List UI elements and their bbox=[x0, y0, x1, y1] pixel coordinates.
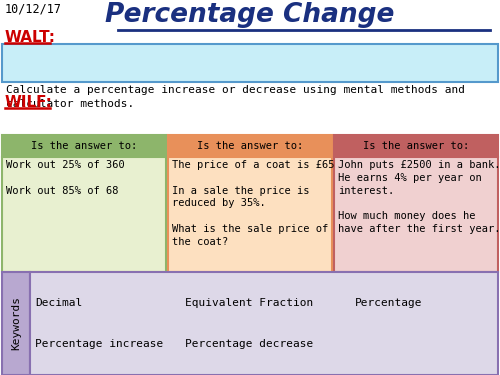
Text: Is the answer to:: Is the answer to: bbox=[363, 141, 469, 151]
Text: Percentage decrease: Percentage decrease bbox=[185, 339, 313, 349]
Text: 10/12/17: 10/12/17 bbox=[5, 2, 62, 15]
Text: Calculate a percentage increase or decrease using mental methods and
calculator : Calculate a percentage increase or decre… bbox=[6, 85, 465, 109]
Text: WALT:: WALT: bbox=[5, 30, 56, 45]
Text: Keywords: Keywords bbox=[11, 297, 21, 351]
FancyBboxPatch shape bbox=[334, 157, 498, 272]
FancyBboxPatch shape bbox=[2, 135, 166, 157]
Text: Is the answer to:: Is the answer to: bbox=[197, 141, 303, 151]
Text: Equivalent Fraction: Equivalent Fraction bbox=[185, 298, 313, 308]
Text: Percentage Change: Percentage Change bbox=[106, 2, 395, 28]
Text: WILF:: WILF: bbox=[5, 95, 53, 110]
FancyBboxPatch shape bbox=[2, 157, 166, 272]
Text: Percentage increase: Percentage increase bbox=[35, 339, 163, 349]
Text: John puts £2500 in a bank.
He earns 4% per year on
interest.

How much money doe: John puts £2500 in a bank. He earns 4% p… bbox=[338, 160, 500, 234]
FancyBboxPatch shape bbox=[2, 272, 30, 375]
Text: Work out 25% of 360

Work out 85% of 68: Work out 25% of 360 Work out 85% of 68 bbox=[6, 160, 125, 196]
Text: Is the answer to:: Is the answer to: bbox=[31, 141, 137, 151]
Text: Percentage: Percentage bbox=[355, 298, 422, 308]
Text: The price of a coat is £65

In a sale the price is
reduced by 35%.

What is the : The price of a coat is £65 In a sale the… bbox=[172, 160, 334, 247]
FancyBboxPatch shape bbox=[168, 135, 332, 157]
Text: Decimal: Decimal bbox=[35, 298, 82, 308]
FancyBboxPatch shape bbox=[30, 272, 498, 375]
FancyBboxPatch shape bbox=[334, 135, 498, 157]
FancyBboxPatch shape bbox=[168, 157, 332, 272]
FancyBboxPatch shape bbox=[2, 44, 498, 82]
